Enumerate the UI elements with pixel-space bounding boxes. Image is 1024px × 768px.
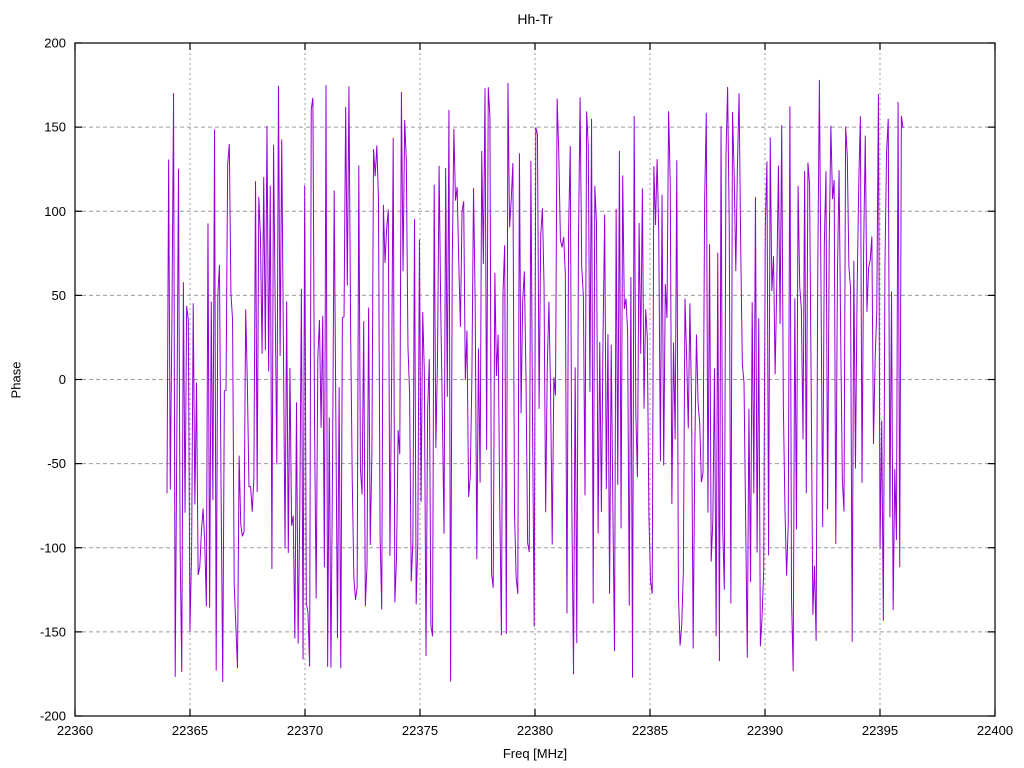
y-tick-label: -150: [40, 624, 66, 639]
x-tick-label: 22385: [632, 723, 668, 738]
x-tick-label: 22375: [402, 723, 438, 738]
x-axis-label: Freq [MHz]: [502, 746, 568, 761]
y-tick-label: 0: [59, 372, 66, 387]
phase-line: [166, 79, 904, 682]
y-tick-label: -100: [40, 540, 66, 555]
y-tick-label: 200: [44, 36, 66, 51]
x-tick-label: 22370: [287, 723, 323, 738]
x-tick-label: 22365: [172, 723, 208, 738]
x-tick-label: 22380: [517, 723, 553, 738]
x-tick-label: 22400: [977, 723, 1013, 738]
y-tick-label: -50: [47, 456, 66, 471]
y-tick-label: 100: [44, 204, 66, 219]
x-tick-label: 22360: [57, 723, 93, 738]
y-tick-label: 50: [52, 288, 66, 303]
y-tick-label: -200: [40, 709, 66, 724]
x-tick-label: 22395: [862, 723, 898, 738]
y-axis-label: Phase: [8, 361, 24, 399]
chart-title: Hh-Tr: [517, 11, 553, 27]
y-tick-label: 150: [44, 120, 66, 135]
x-tick-label: 22390: [747, 723, 783, 738]
